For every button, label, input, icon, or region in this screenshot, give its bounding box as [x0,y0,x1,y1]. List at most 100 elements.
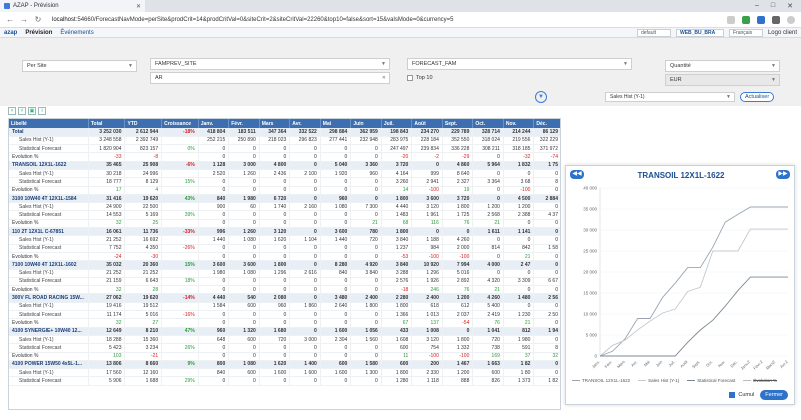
table-row[interactable]: Evolution % 32 27 0 0 0 0 0 0 67 137 -54 76 21 0 [9,318,560,328]
row-label[interactable]: Statistical Forecast [9,244,89,253]
legend-item[interactable]: Évolution % [743,378,777,383]
row-label[interactable]: 300V FL ROAD RACING 15W... [9,293,89,303]
table-row[interactable]: Evolution % 17 4 0 0 0 0 0 0 14 -100 19 0 -100 0 [9,186,560,195]
url-field[interactable]: localhost:54660/ForecastNavMode=perSite&… [52,16,454,23]
table-row[interactable]: Sales Hist (Y-1) 3 248 558 2 392 749 252 21… [9,136,560,146]
famprev-site-select[interactable]: FAMPREV_SITE ▼ [150,58,390,70]
row-label[interactable]: Statistical Forecast [9,177,89,187]
table-row[interactable]: Sales Hist (Y-1) 24 900 22 500 900 60 1 740 2 … [9,202,560,212]
table-row[interactable]: Evolution % 103 -21 0 0 0 0 0 0 11 -100 -100 169 37 32 [9,352,560,361]
row-label[interactable]: 3100 10W40 4T 12X1L-1584 [9,194,89,204]
row-label[interactable]: Sales Hist (Y-1) [9,169,89,179]
extension-icon[interactable] [742,15,750,24]
column-header[interactable]: Mars [259,119,291,128]
row-label[interactable]: TRANSOIL 12X1L-1622 [9,161,89,171]
table-row[interactable]: Sales Hist (Y-1) 17 560 12 160 840 600 1 600 1… [9,368,560,378]
table-row[interactable]: Evolution % -33 -8 0 0 0 0 0 0 -20 -2 -29 0 -32 -74 [9,152,560,162]
legend-item[interactable]: Sales Hist (Y-1) [638,378,679,383]
table-row[interactable]: Statistical Forecast 21 159 6 643 18% 0 0 0 0 0 0… [9,277,560,287]
excel-export-icon[interactable]: ▣ [28,107,36,115]
expand-icon[interactable]: ˄ [8,107,16,115]
column-header[interactable]: Nov. [503,119,535,128]
extension-icon[interactable] [772,15,780,24]
column-header[interactable]: Juil. [381,119,413,128]
column-header[interactable]: YTD [124,119,163,128]
table-row[interactable]: Statistical Forecast 5 906 1 688 29% 0 0 0 0 0 0 1… [9,376,560,386]
column-header[interactable]: Oct. [472,119,504,128]
product-row[interactable]: 3100 10W40 4T 12X1L-1584 31 416 19 620 43% 8… [9,194,560,204]
menu-prevision[interactable]: Prévision [25,29,53,36]
maximize-icon[interactable]: □ [770,2,776,9]
row-label[interactable]: 7100 10W40 4T 12X1L-1602 [9,260,89,270]
product-row[interactable]: 110 2T 12X1L C-67851 16 061 11 736 -33% 996 1… [9,227,560,237]
column-header[interactable]: Janv. [198,119,230,128]
collapse-icon[interactable]: ˅ [18,107,26,115]
sort-select[interactable]: Sales Hist (Y-1) ▼ [605,92,735,102]
row-label[interactable]: Sales Hist (Y-1) [9,302,89,312]
column-header[interactable]: Mai [320,119,352,128]
column-header[interactable]: Total [88,119,126,128]
row-label[interactable]: 110 2T 12X1L C-67851 [9,227,89,237]
table-row[interactable]: Evolution % 32 28 0 0 0 0 0 0 -18 246 76 21 0 0 [9,285,560,295]
row-label[interactable]: Statistical Forecast [9,277,89,287]
forecast-fam-select[interactable]: FORECAST_FAM ▼ [407,58,632,70]
famprev-value-select[interactable]: AR ✕ [150,72,390,84]
clear-icon[interactable]: ✕ [381,75,386,81]
table-row[interactable]: Sales Hist (Y-1) 21 252 21 252 1 980 1 080 1 … [9,269,560,278]
info-icon[interactable]: i [38,107,46,115]
table-row[interactable]: Statistical Forecast 7 752 4 350 -26% 0 0 0 0 0 0… [9,244,560,253]
product-row[interactable]: TRANSOIL 12X1L-1622 35 465 25 908 -6% 1 128 3… [9,161,560,171]
measure-select[interactable]: Quantité ▼ [665,60,780,72]
product-row[interactable]: 4100 SYNERGIE+ 10W40 12... 12 649 8 210 47%… [9,327,560,336]
row-label[interactable]: Evolution % [9,219,89,229]
checkbox-checked[interactable] [729,392,736,398]
table-row[interactable]: Evolution % 32 25 0 0 0 0 0 21 68 116 76 21 0 0 [9,219,560,229]
back-icon[interactable]: ← [6,15,14,24]
column-header[interactable]: Févr. [228,119,260,128]
column-header[interactable]: Août [411,119,443,128]
product-row[interactable]: 300V FL ROAD RACING 15W... 27 062 19 620 -1… [9,293,560,303]
product-row[interactable]: 4100 POWER 15W50 4x5L-1... 13 806 8 660 9% 8… [9,360,560,370]
table-row[interactable]: Statistical Forecast 1 820 904 823 157 0% 0 0… [9,144,560,154]
row-label[interactable]: Sales Hist (Y-1) [9,202,89,212]
row-label[interactable]: Evolution % [9,252,89,262]
row-label[interactable]: Statistical Forecast [9,376,89,386]
profile-icon[interactable] [787,15,795,24]
table-row[interactable]: Statistical Forecast 5 423 3 234 26% 0 0 0 0 0 0 6… [9,343,560,353]
close-window-icon[interactable]: ✕ [787,3,793,10]
column-header[interactable]: Libellé [9,119,89,128]
table-row[interactable]: Sales Hist (Y-1) 18 288 15 360 648 600 720 3 0… [9,335,560,345]
close-button[interactable]: Fermer [760,390,788,400]
row-label[interactable]: 4100 SYNERGIE+ 10W40 12... [9,327,89,336]
row-label[interactable]: Statistical Forecast [9,310,89,320]
table-row[interactable]: Sales Hist (Y-1) 30 218 24 996 2 520 1 260 2 … [9,169,560,179]
column-header[interactable]: Croissance [161,119,199,128]
table-row[interactable]: Statistical Forecast 11 174 5 016 -16% 0 0 0 0 0… [9,310,560,320]
language-select[interactable]: Français [728,28,763,37]
column-header[interactable]: Avr. [289,119,321,128]
top10-checkbox[interactable]: Top 10 [407,75,433,81]
table-row[interactable]: Sales Hist (Y-1) 19 416 19 512 1 584 600 960 1… [9,302,560,312]
row-label[interactable]: Total [9,128,89,137]
browser-tab[interactable]: AZAP - Prévision ✕ [0,0,145,12]
table-row[interactable]: Evolution % -24 -30 0 0 0 0 0 0 -53 -100 -100 0 21 0 [9,252,560,262]
product-row[interactable]: 7100 10W40 4T 12X1L-1602 35 032 20 360 15% 3… [9,260,560,270]
menu-evenements[interactable]: Événements [60,29,94,36]
legend-item[interactable]: Statistical Forecast [687,378,735,383]
column-header[interactable]: Sept. [442,119,474,128]
table-row[interactable]: Statistical Forecast 14 553 5 169 39% 0 0 0 0 0 0… [9,210,560,220]
extension-icon[interactable] [757,15,765,24]
row-label[interactable]: Evolution % [9,186,89,195]
column-header[interactable]: Juin [350,119,382,128]
cumul-checkbox[interactable]: Cumul [729,392,754,398]
forward-icon[interactable]: → [20,15,28,24]
table-row[interactable]: Statistical Forecast 18 777 8 129 15% 0 0 0 0 0 0… [9,177,560,187]
row-label[interactable]: Sales Hist (Y-1) [9,136,89,146]
column-header[interactable]: Déc. [533,119,560,128]
bookmark-icon[interactable] [727,15,735,24]
row-label[interactable]: Statistical Forecast [9,343,89,353]
row-label[interactable]: Statistical Forecast [9,144,89,154]
tab-close-icon[interactable]: ✕ [135,3,141,10]
row-label[interactable]: Evolution % [9,285,89,295]
bu-select[interactable]: WEB_BU_BRA [675,28,724,37]
